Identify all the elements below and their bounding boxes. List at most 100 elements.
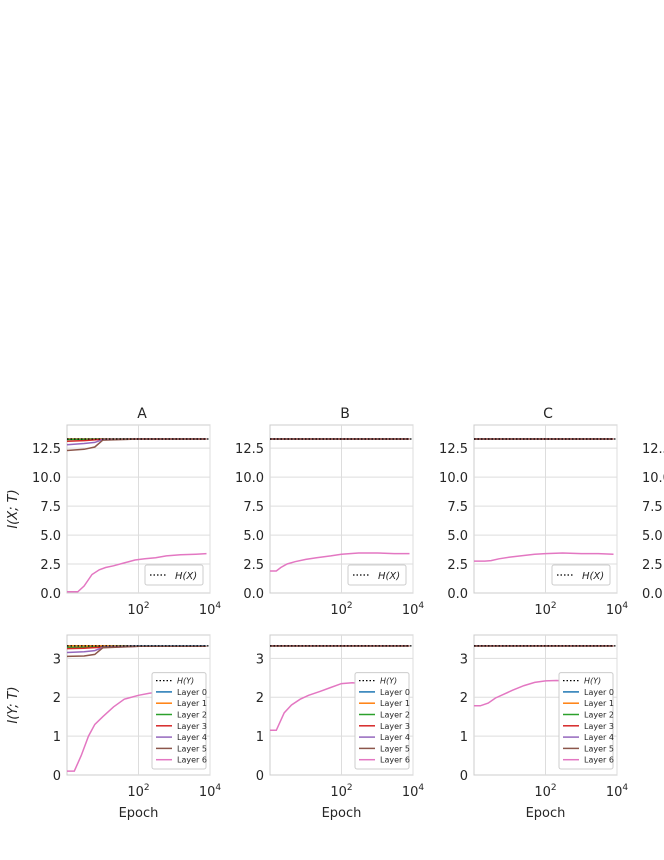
legend-label: Layer 3 — [584, 722, 614, 731]
y-tick-label: 7.5 — [447, 500, 468, 515]
legend: H(Y) Layer 0 Layer 1 Layer 2 Layer 3 Layer 4 L… — [151, 672, 207, 770]
y-tick-label: 0 — [53, 769, 61, 784]
y-tick-label: 2.5 — [642, 558, 663, 573]
series-line-layer-6 — [474, 552, 614, 562]
y-tick-label: 5.0 — [642, 529, 663, 544]
x-tick-label: 104 — [199, 783, 222, 800]
legend-label: Layer 5 — [584, 744, 614, 753]
y-tick-label: 0.0 — [243, 587, 264, 602]
legend-label: Layer 2 — [380, 711, 410, 720]
legend-label: Layer 5 — [380, 744, 410, 753]
legend-label: Layer 4 — [584, 733, 614, 742]
chart-panel-a-top: 0.0 2.5 5.0 7.5 10.0 12.5 102 104 I(X; T) H(X) — [6, 424, 222, 618]
y-tick-label: 2 — [460, 691, 468, 706]
x-tick-label: 102 — [330, 783, 352, 800]
legend-label: Layer 4 — [177, 733, 207, 742]
legend: H(Y) Layer 0 Layer 1 Layer 2 Layer 3 Layer 4 L… — [354, 672, 410, 770]
y-tick-label: 1 — [256, 730, 264, 745]
legend-box — [558, 672, 614, 770]
legend-label: H(X) — [378, 571, 400, 582]
legend-label: Layer 4 — [380, 733, 410, 742]
x-tick-label: 104 — [402, 601, 425, 618]
legend-label: Layer 5 — [177, 744, 207, 753]
legend-label: H(Y) — [584, 677, 601, 686]
y-tick-label: 10.0 — [642, 471, 664, 486]
y-tick-label: 12.5 — [32, 442, 61, 457]
y-tick-label: 7.5 — [40, 500, 61, 515]
y-tick-label: 3 — [460, 652, 468, 667]
legend-label: H(Y) — [177, 677, 194, 686]
y-tick-label: 1 — [53, 730, 61, 745]
legend-label: H(X) — [582, 571, 604, 582]
legend: H(X) — [551, 564, 611, 586]
x-tick-label: 102 — [330, 601, 352, 618]
y-tick-label: 0.0 — [642, 587, 663, 602]
y-tick-label: 3 — [256, 652, 264, 667]
y-tick-label: 2 — [256, 691, 264, 706]
y-tick-label: 0 — [460, 769, 468, 784]
legend-box — [144, 564, 204, 586]
legend-label: Layer 1 — [177, 699, 207, 708]
chart-panel-b-bottom: 0 1 2 3 102 104 Epoch H(Y) Layer 0 Layer 1 Layer 2… — [256, 634, 424, 821]
x-axis-label: Epoch — [119, 806, 159, 821]
y-tick-label: 0 — [256, 769, 264, 784]
legend-label: Layer 6 — [177, 756, 207, 765]
series-line-layer-5 — [66, 645, 207, 658]
x-tick-label: 102 — [127, 601, 149, 618]
x-tick-label: 104 — [199, 601, 222, 618]
series-line-layer-5 — [66, 438, 207, 452]
series-line-layer-6 — [67, 690, 164, 772]
y-tick-label: 10.0 — [32, 471, 61, 486]
x-tick-label: 102 — [534, 601, 556, 618]
series-line-layer-6 — [270, 552, 410, 572]
legend-label: Layer 6 — [380, 756, 410, 765]
legend-label: Layer 3 — [177, 722, 207, 731]
y-tick-label: 0.0 — [447, 587, 468, 602]
legend-label: Layer 0 — [177, 688, 207, 697]
legend-label: Layer 3 — [380, 722, 410, 731]
legend-box — [354, 672, 410, 770]
y-tick-label: 2.5 — [243, 558, 264, 573]
y-tick-label: 1 — [460, 730, 468, 745]
legend-label: H(Y) — [380, 677, 397, 686]
x-tick-label: 102 — [534, 783, 556, 800]
legend-label: Layer 0 — [380, 688, 410, 697]
legend-box — [551, 564, 611, 586]
y-tick-label: 5.0 — [447, 529, 468, 544]
y-tick-label: 0.0 — [40, 587, 61, 602]
y-tick-label: 10.0 — [235, 471, 264, 486]
y-tick-label: 12.5 — [642, 442, 664, 457]
chart-panel-a-bottom: 0 1 2 3 102 104 I(Y; T) Epoch H(Y) Layer 0 Layer 1… — [6, 634, 222, 821]
y-tick-label: 2.5 — [40, 558, 61, 573]
y-tick-label: 5.0 — [243, 529, 264, 544]
y-tick-label: 7.5 — [642, 500, 663, 515]
series-line-layer-6 — [67, 552, 207, 593]
legend-box — [151, 672, 207, 770]
x-tick-label: 104 — [606, 783, 629, 800]
cut-off-panel-d: 12.5 10.0 7.5 5.0 2.5 0.0 — [642, 442, 664, 602]
y-tick-label: 7.5 — [243, 500, 264, 515]
legend: H(X) — [347, 564, 407, 586]
panel-title-c: C — [543, 406, 553, 422]
legend-label: Layer 1 — [584, 699, 614, 708]
x-tick-label: 104 — [606, 601, 629, 618]
legend-label: Layer 6 — [584, 756, 614, 765]
x-axis-label: Epoch — [322, 806, 362, 821]
chart-panel-c-bottom: 0 1 2 3 102 104 Epoch H(Y) Layer 0 Layer 1 Layer 2… — [460, 634, 629, 821]
legend-label: Layer 1 — [380, 699, 410, 708]
legend: H(X) — [144, 564, 204, 586]
legend-box — [347, 564, 407, 586]
y-tick-label: 5.0 — [40, 529, 61, 544]
y-tick-label: 2 — [53, 691, 61, 706]
x-tick-label: 102 — [127, 783, 149, 800]
chart-panel-b-top: 0.0 2.5 5.0 7.5 10.0 12.5 102 104 H(X) — [235, 424, 425, 618]
panel-title-b: B — [340, 406, 350, 422]
panel-title-a: A — [137, 406, 147, 422]
y-tick-label: 2.5 — [447, 558, 468, 573]
legend: H(Y) Layer 0 Layer 1 Layer 2 Layer 3 Layer 4 L… — [558, 672, 614, 770]
y-tick-label: 10.0 — [439, 471, 468, 486]
y-axis-label: I(Y; T) — [6, 686, 21, 723]
legend-label: Layer 2 — [584, 711, 614, 720]
y-tick-label: 12.5 — [439, 442, 468, 457]
